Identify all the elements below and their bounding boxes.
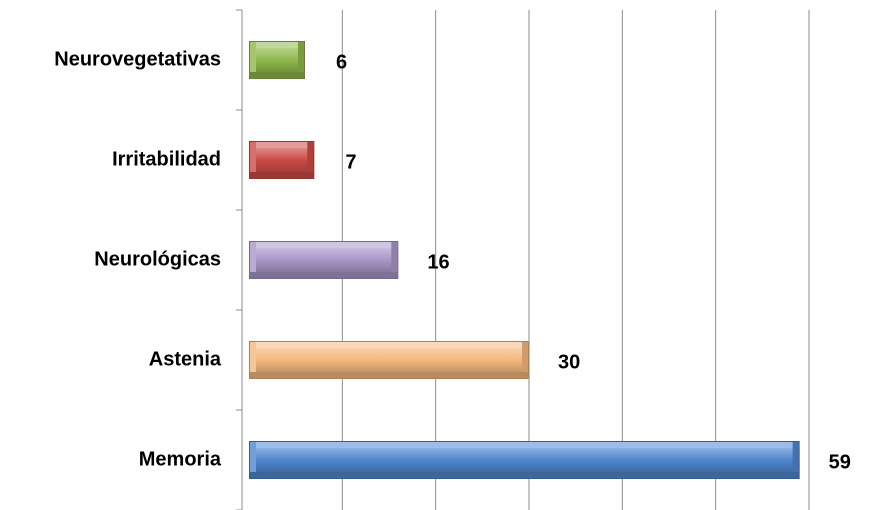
bar-astenia xyxy=(249,341,529,379)
bar-bevel-left xyxy=(250,142,256,178)
category-axis xyxy=(236,9,243,510)
bar-bevel-right xyxy=(298,42,304,78)
bar-bevel-right xyxy=(522,342,528,378)
bar-face xyxy=(256,348,522,372)
bar-neurologicas xyxy=(249,241,399,279)
bars xyxy=(249,41,800,479)
category-label: Neurovegetativas xyxy=(54,48,221,70)
bar-bevel-top xyxy=(250,42,304,48)
bar-bevel-bottom xyxy=(250,472,799,478)
bar-face xyxy=(256,148,308,172)
bar-face xyxy=(256,48,298,72)
bar-bevel-top xyxy=(250,242,398,248)
category-label: Irritabilidad xyxy=(112,148,221,170)
gridlines xyxy=(341,10,810,510)
bar-bevel-top xyxy=(250,342,528,348)
bar-face xyxy=(256,448,793,472)
bar-bevel-bottom xyxy=(250,172,314,178)
category-label: Astenia xyxy=(149,348,222,370)
bar-bevel-right xyxy=(307,142,314,178)
bar-bevel-left xyxy=(250,42,256,78)
bar-irritabilidad xyxy=(249,141,315,179)
bar-bevel-top xyxy=(250,142,314,148)
category-label: Memoria xyxy=(139,448,222,470)
bar-memoria xyxy=(249,441,800,479)
bar-bevel-bottom xyxy=(250,272,398,278)
bar-bevel-top xyxy=(250,442,799,448)
bar-bevel-right xyxy=(792,442,799,478)
bar-bevel-left xyxy=(250,442,256,478)
data-label: 6 xyxy=(336,51,347,73)
category-label: Neurológicas xyxy=(94,248,221,270)
bar-bevel-right xyxy=(391,242,398,278)
data-labels: 6 7 16 30 59 xyxy=(336,51,851,473)
bar-neurovegetativas xyxy=(249,41,305,79)
bar-bevel-left xyxy=(250,342,256,378)
data-label: 16 xyxy=(427,251,449,273)
category-labels: Neurovegetativas Irritabilidad Neurológica… xyxy=(54,48,222,470)
data-label: 59 xyxy=(829,451,851,473)
bar-bevel-bottom xyxy=(250,372,528,378)
bar-bevel-bottom xyxy=(250,72,304,78)
bar-face xyxy=(256,248,392,272)
bar-bevel-left xyxy=(250,242,256,278)
data-label: 7 xyxy=(345,151,356,173)
data-label: 30 xyxy=(558,351,580,373)
